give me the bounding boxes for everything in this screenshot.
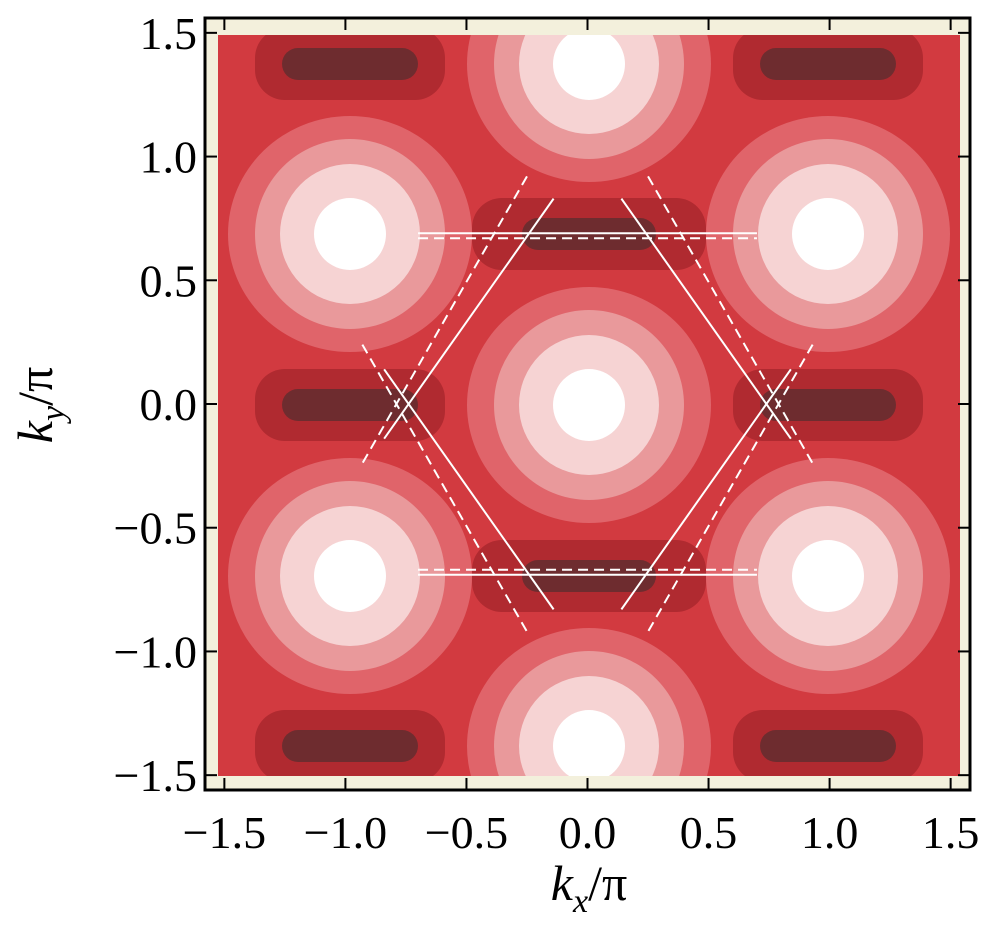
y-axis-title: ky/π (7, 367, 72, 443)
x-axis-title: kx/π (551, 855, 627, 920)
y-tick-label: −1.5 (114, 750, 197, 801)
y-title-tail: /π (7, 367, 63, 406)
y-tick-label: −1.0 (114, 626, 197, 677)
solid-line (383, 198, 792, 610)
y-title-main: k (7, 420, 63, 443)
x-tick-label: 1.5 (922, 807, 980, 858)
y-tick-label: 1.0 (140, 132, 198, 183)
y-tick-label: −0.5 (114, 503, 197, 554)
y-tick-label: 1.5 (140, 8, 198, 59)
y-tick-label: 0.5 (140, 255, 198, 306)
contour-field (218, 35, 960, 776)
dashed-line (361, 175, 814, 633)
x-tick-label: −1.0 (304, 807, 387, 858)
x-tick-label: −0.5 (425, 807, 508, 858)
y-tick-label: 0.0 (140, 379, 198, 430)
x-title-sub: x (572, 883, 588, 920)
x-tick-label: 0.0 (559, 807, 617, 858)
x-title-main: k (551, 855, 574, 911)
x-title-tail: /π (588, 855, 627, 911)
y-title-sub: y (35, 405, 72, 424)
x-tick-label: 1.0 (801, 807, 859, 858)
x-tick-label: −1.5 (183, 807, 266, 858)
x-tick-label: 0.5 (680, 807, 738, 858)
